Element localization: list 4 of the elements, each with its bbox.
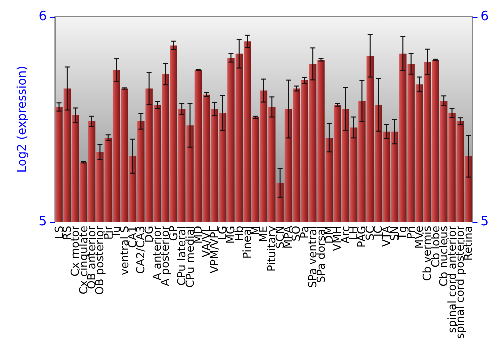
y2-tick-label: 5 [480, 214, 490, 230]
y2-tick-label: 6 [480, 10, 490, 24]
y-axis-title: Log2 (expression) [15, 66, 29, 174]
x-tick-label: Pituitary [266, 226, 279, 272]
